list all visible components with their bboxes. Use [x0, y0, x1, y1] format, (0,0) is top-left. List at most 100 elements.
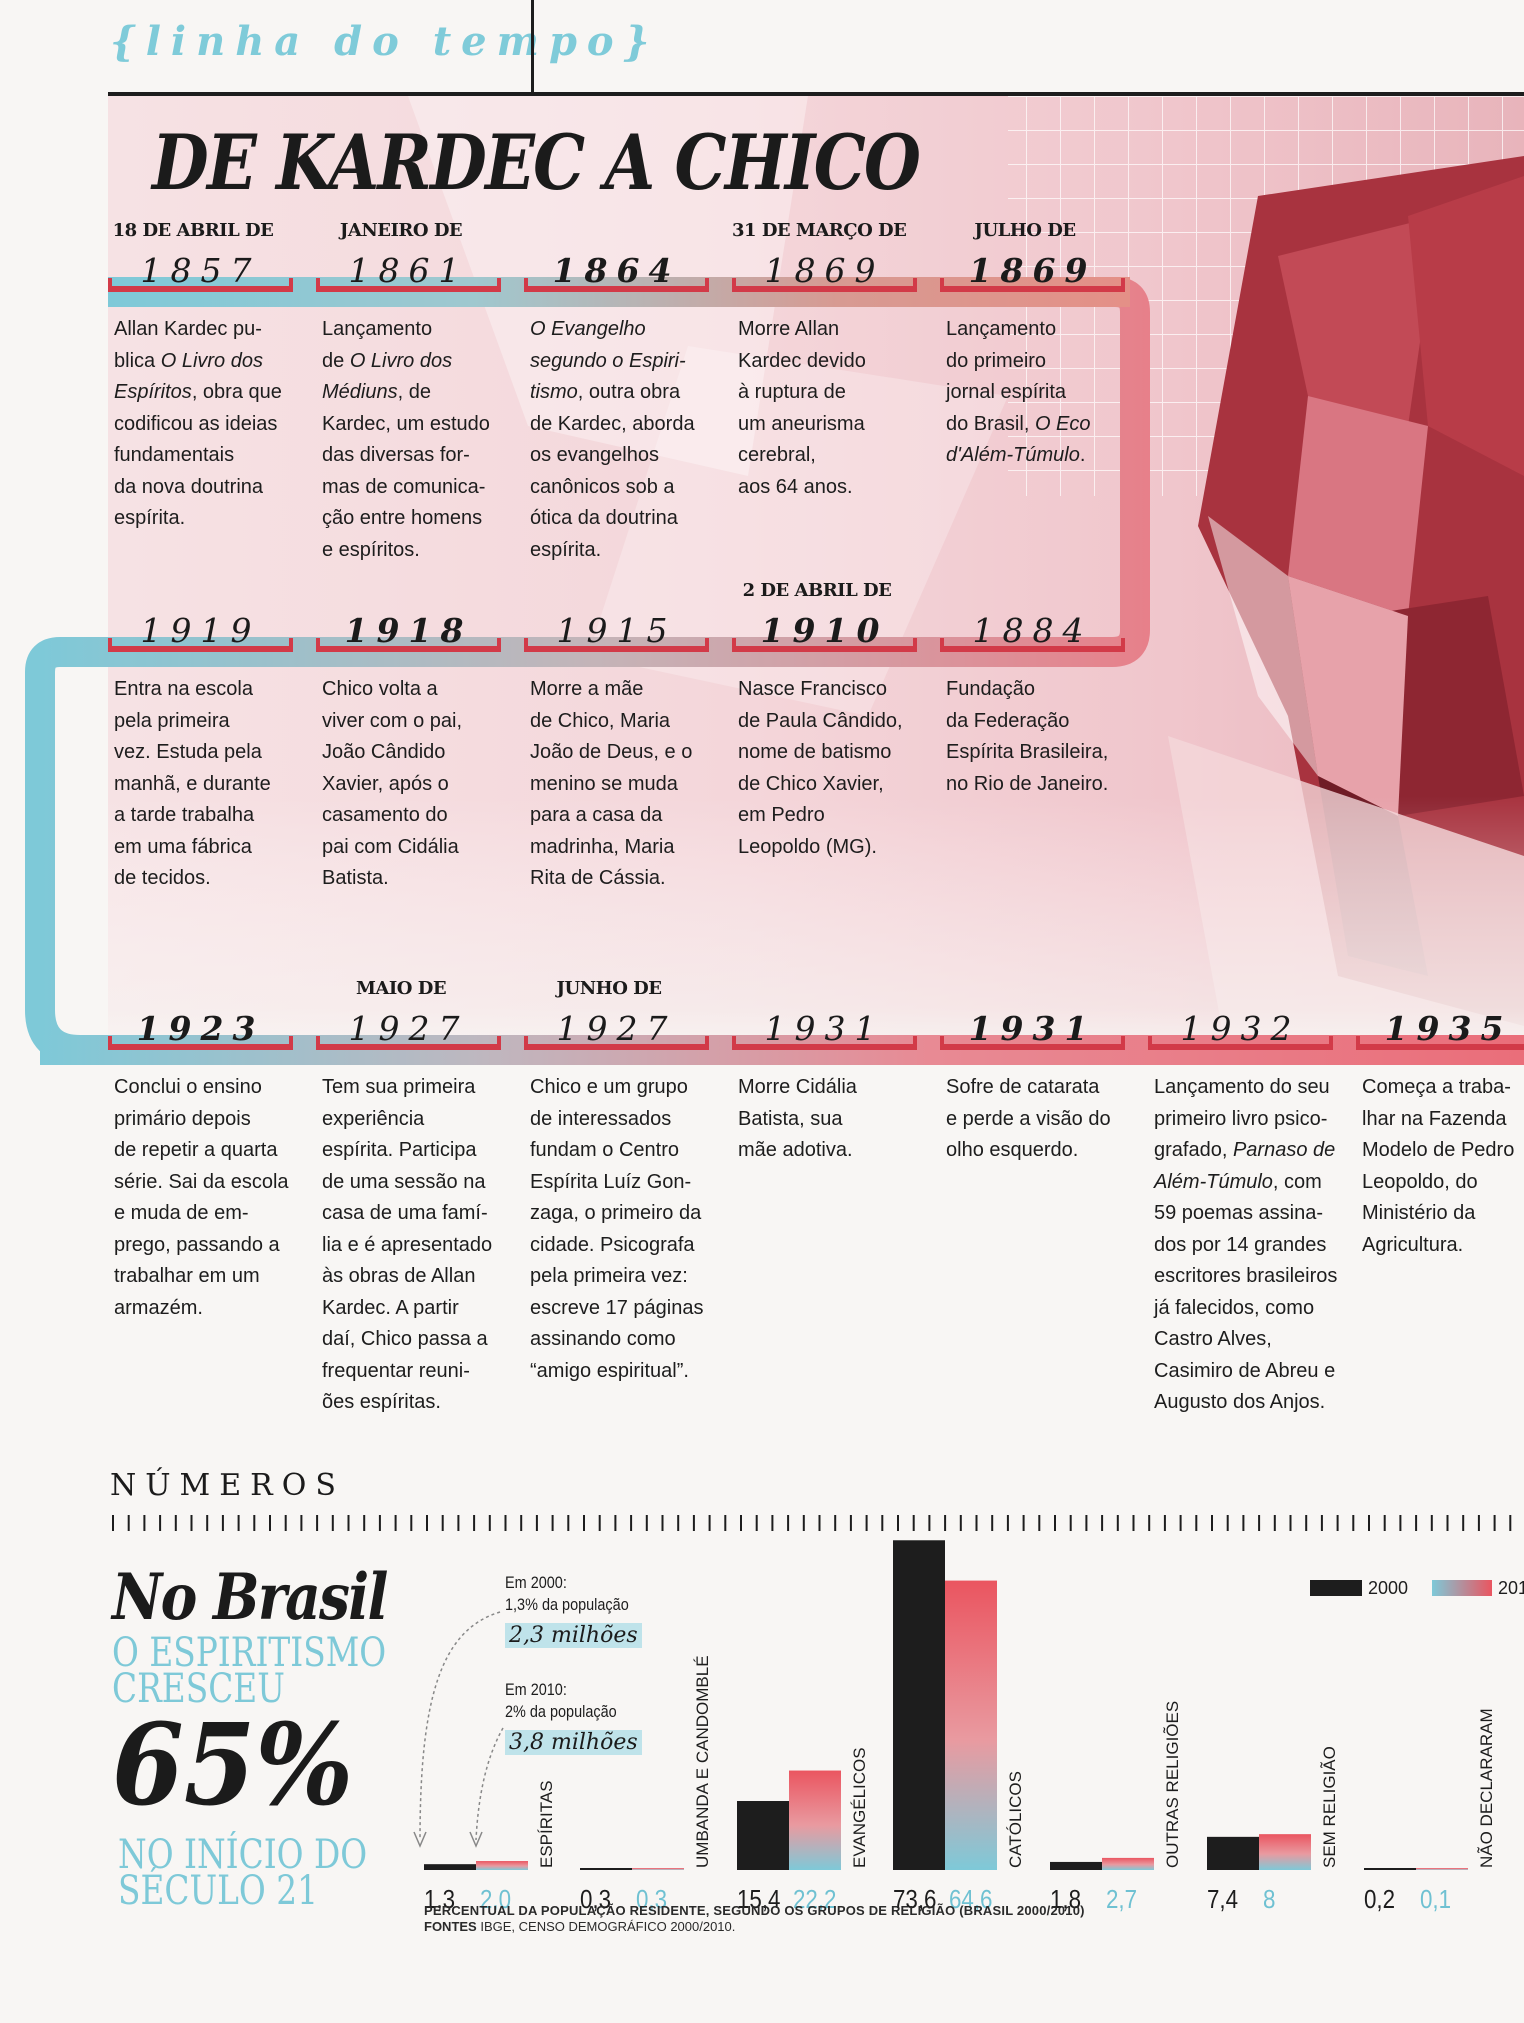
year-tab-tick — [1121, 638, 1125, 652]
ruler-tick — [818, 1515, 821, 1531]
ruler-tick — [1069, 1515, 1072, 1531]
year-tab — [316, 610, 501, 652]
year: 1931 — [968, 1009, 1097, 1048]
bar-2010 — [476, 1861, 528, 1870]
entry-text: Lançamento do primeiro jornal espírita do B… — [946, 318, 1091, 466]
entry-text: Começa a traba-lhar na Fazenda Modelo de … — [1362, 1076, 1515, 1256]
ruler-tick — [567, 1515, 570, 1531]
ruler-tick — [457, 1515, 460, 1531]
year-tab — [940, 1008, 1125, 1050]
ruler-tick — [771, 1515, 774, 1531]
year-tab — [940, 250, 1125, 292]
numbers-title: No Brasil — [112, 1560, 388, 1635]
year-tab-tick — [1329, 1036, 1333, 1050]
year-tab-tick — [108, 1036, 112, 1050]
entry-text: Allan Kardec pu-blica O Livro dos Espírit… — [114, 318, 282, 529]
date-prefix: 2 DE ABRIL DE — [742, 580, 892, 601]
year-tab-tick — [913, 638, 917, 652]
entry-text: Sofre de catarata e perde a visão do olho … — [946, 1076, 1111, 1161]
bar-2000 — [1364, 1868, 1416, 1870]
entry-text: Chico volta a viver com o pai, João Cândid… — [322, 678, 463, 889]
ruler-tick — [269, 1515, 271, 1531]
year-tab-bar — [1356, 1044, 1524, 1050]
ruler-tick — [1477, 1515, 1480, 1531]
chart-legend: 2000 2010 — [1310, 1578, 1524, 1598]
ruler-tick — [473, 1515, 476, 1531]
bar-2000 — [1207, 1836, 1259, 1870]
year-tab-tick — [1121, 278, 1125, 292]
ruler-tick — [1132, 1515, 1135, 1531]
value-label-2000: 73,6 — [893, 1885, 936, 1914]
year-tab-tick — [497, 1036, 501, 1050]
entry-text: Entra na escola pela primeira vez. Estuda … — [114, 678, 271, 889]
ruler-tick — [849, 1515, 852, 1531]
ruler-tick — [1116, 1515, 1119, 1531]
numbers-subtitle-3: NO INÍCIO DO — [118, 1832, 368, 1878]
value-label-2010: 0,1 — [1420, 1885, 1451, 1914]
date-prefix: MAIO DE — [355, 978, 447, 999]
ruler-tick — [206, 1515, 209, 1531]
ruler-tick — [316, 1515, 319, 1531]
background-illustration — [108, 96, 1524, 1061]
ruler-tick — [551, 1515, 554, 1531]
year-tab-tick — [108, 638, 112, 652]
year-tab-tick — [732, 638, 736, 652]
date-prefix: JANEIRO DE — [339, 220, 463, 241]
ruler-tick — [944, 1515, 947, 1531]
year: 1927 — [348, 1009, 469, 1048]
ruler-tick — [535, 1515, 538, 1531]
numbers-subtitle-1: O ESPIRITISMO — [112, 1630, 387, 1676]
ruler-tick — [583, 1515, 585, 1531]
ruler-tick — [630, 1515, 633, 1531]
ruler-tick — [143, 1515, 146, 1531]
year-tab — [732, 250, 917, 292]
year-tab — [108, 250, 293, 292]
ruler-tick — [787, 1515, 790, 1531]
year-tab-bar — [1148, 1044, 1333, 1050]
ruler-tick — [692, 1515, 695, 1531]
year-tab — [108, 1008, 293, 1050]
ruler-tick — [614, 1515, 617, 1531]
year-tab-tick — [108, 278, 112, 292]
year-tab — [1356, 1008, 1524, 1050]
value-label-2000: 15,4 — [737, 1885, 780, 1914]
ruler-tick — [991, 1515, 994, 1531]
year-tab-tick — [913, 278, 917, 292]
ruler-divider — [112, 1515, 1512, 1531]
ruler-tick — [1085, 1515, 1088, 1531]
year: 1910 — [760, 611, 889, 650]
year: 1918 — [344, 611, 473, 650]
ruler-tick — [1195, 1515, 1198, 1531]
year-tab-bar — [732, 1044, 917, 1050]
ruler-tick — [1462, 1515, 1465, 1531]
year-tab-bar — [524, 286, 709, 292]
value-label-2000: 7,4 — [1207, 1885, 1238, 1914]
entry-text: Morre a mãe de Chico, Maria João de Deus, … — [530, 678, 693, 889]
date-prefix: 18 DE ABRIL DE — [112, 220, 274, 241]
section-tag: {linha do tempo} — [110, 18, 660, 65]
year-tab — [108, 610, 293, 652]
year-tab-tick — [316, 278, 320, 292]
entry-text: Lançamento de O Livro dos Médiuns, de Karde… — [322, 318, 490, 561]
category-label: NÃO DECLARARAM — [1477, 1708, 1496, 1868]
ruler-tick — [1305, 1515, 1308, 1531]
ruler-tick — [1211, 1515, 1213, 1531]
ruler-tick — [1320, 1515, 1323, 1531]
year: 1869 — [968, 251, 1097, 290]
year-tab-bar — [316, 286, 501, 292]
value-label-2010: 2,0 — [480, 1885, 511, 1914]
year-tab-tick — [940, 638, 944, 652]
year-tab — [524, 250, 709, 292]
ruler-tick — [1006, 1515, 1009, 1531]
year-tab — [940, 610, 1125, 652]
ruler-tick — [504, 1515, 507, 1531]
entry-text: Nasce Francisco de Paula Cândido, nome de … — [738, 678, 903, 858]
religion-bar-chart: 2000 2010 1,3 2,0 ESPÍRITAS 0,3 0,3 UMBANDA E… — [413, 1540, 1524, 1914]
note-2010-label: Em 2010: — [505, 1680, 567, 1699]
year-tab-tick — [705, 638, 709, 652]
bar-2010 — [1416, 1868, 1468, 1870]
year-tab-bar — [940, 646, 1125, 652]
ruler-tick — [284, 1515, 287, 1531]
ruler-tick — [1179, 1515, 1182, 1531]
growth-percent: 65% — [112, 1700, 354, 1831]
